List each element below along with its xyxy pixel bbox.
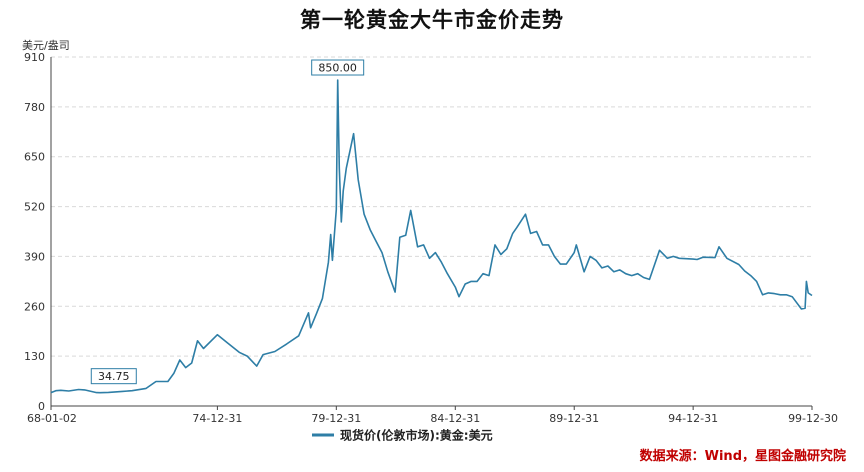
x-tick-label: 89-12-31 xyxy=(549,412,599,425)
series-layer xyxy=(50,79,813,394)
legend[interactable]: 现货价(伦敦市场):黄金:美元 xyxy=(312,428,493,443)
series-line-0 xyxy=(50,79,813,394)
y-axis-unit-label: 美元/盎司 xyxy=(22,39,70,52)
x-tick-label: 99-12-30 xyxy=(788,412,838,425)
y-tick-label: 260 xyxy=(24,300,45,313)
legend-label: 现货价(伦敦市场):黄金:美元 xyxy=(340,428,493,443)
y-tick-label: 130 xyxy=(24,350,45,363)
x-tick-label: 79-12-31 xyxy=(311,412,361,425)
axes: 0 130 260 390 520 650 780 910 68-01-02 74-12-31 79… xyxy=(24,51,838,425)
x-tick-label: 74-12-31 xyxy=(192,412,242,425)
annotations: 850.00 34.75 xyxy=(90,59,365,385)
y-tick-label: 910 xyxy=(24,51,45,64)
y-tick-label: 650 xyxy=(24,151,45,164)
y-tick-label: 780 xyxy=(24,101,45,114)
gridlines xyxy=(51,56,812,357)
y-tick-label: 390 xyxy=(24,250,45,263)
x-tick-label: 68-01-02 xyxy=(27,412,77,425)
y-tick-label: 0 xyxy=(38,400,45,413)
annotation-label: 34.75 xyxy=(98,370,130,383)
x-tick-label: 84-12-31 xyxy=(430,412,480,425)
annotation-box xyxy=(90,368,137,385)
chart-title: 第一轮黄金大牛市金价走势 xyxy=(300,8,564,32)
annotation-box xyxy=(311,59,365,76)
y-tick-label: 520 xyxy=(24,201,45,214)
data-source-note: 数据来源：Wind，星图金融研究院 xyxy=(639,449,846,464)
x-tick-label: 94-12-31 xyxy=(668,412,718,425)
annotation-label: 850.00 xyxy=(318,62,357,75)
